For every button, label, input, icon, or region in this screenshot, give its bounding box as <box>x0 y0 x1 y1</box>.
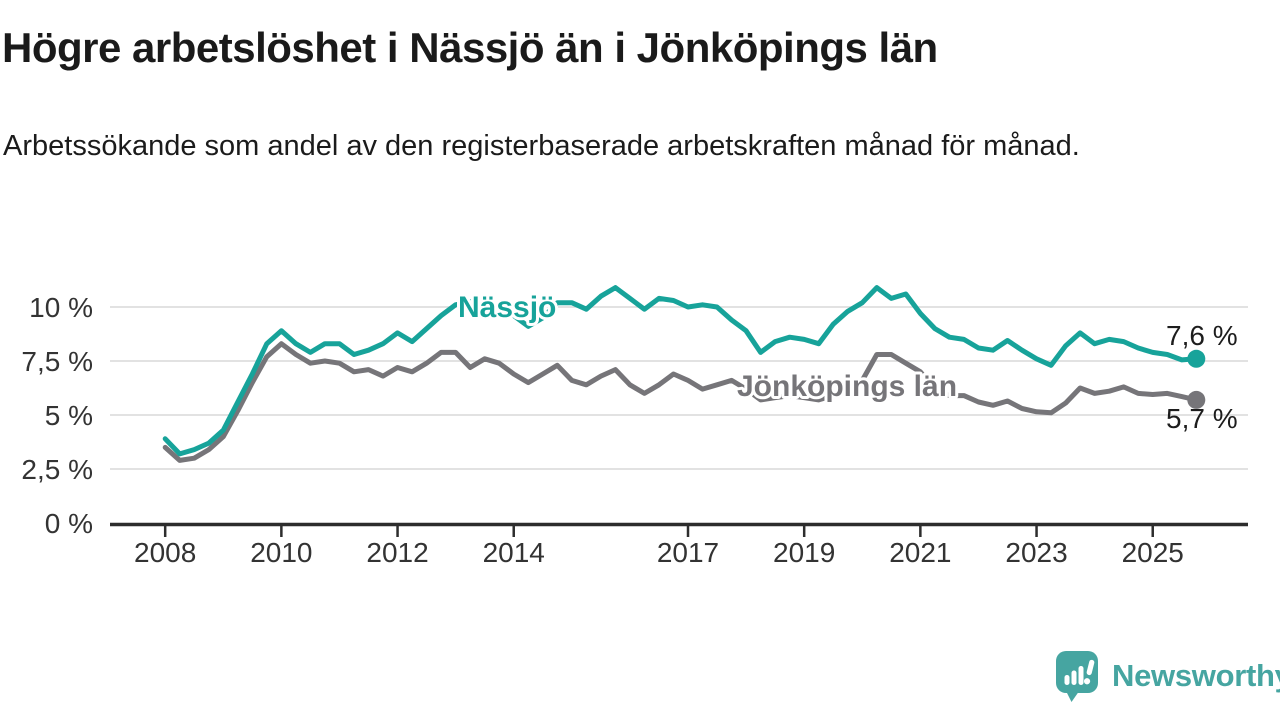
y-tick-label: 5 % <box>45 400 93 431</box>
series-line-nassjo <box>162 285 1199 457</box>
end-value-label-nassjo: 7,6 % <box>1166 320 1238 351</box>
y-tick-label: 10 % <box>29 292 93 323</box>
end-dot-jonkopings-lan <box>1187 390 1206 409</box>
x-tick-label: 2023 <box>1005 537 1067 568</box>
page-title: Högre arbetslöshet i Nässjö än i Jönköpi… <box>2 24 938 71</box>
x-tick-label: 2008 <box>134 537 196 568</box>
series-line-jonkopings-lan <box>162 341 1199 463</box>
y-tick-label: 0 % <box>45 508 93 539</box>
x-tick-label: 2017 <box>657 537 719 568</box>
end-dot-nassjo <box>1187 349 1206 368</box>
end-value-label-jonkopings-lan: 5,7 % <box>1166 403 1238 434</box>
y-tick-label: 2,5 % <box>21 454 93 485</box>
x-tick-label: 2019 <box>773 537 835 568</box>
x-tick-label: 2012 <box>366 537 428 568</box>
x-tick-label: 2010 <box>250 537 312 568</box>
x-tick-label: 2025 <box>1122 537 1184 568</box>
x-tick-label: 2014 <box>483 537 545 568</box>
newsworthy-wordmark: Newsworthy <box>1112 658 1280 693</box>
series-label-nassjo: Nässjö <box>458 291 556 324</box>
newsworthy-logo: Newsworthy <box>1055 650 1280 702</box>
chart-subtitle: Arbetssökande som andel av den registerb… <box>3 130 1080 162</box>
y-tick-label: 7,5 % <box>21 346 93 377</box>
series-label-jonkopings-lan: Jönköpings län <box>737 370 957 403</box>
newsworthy-bars-icon <box>1056 651 1098 702</box>
x-tick-label: 2021 <box>889 537 951 568</box>
